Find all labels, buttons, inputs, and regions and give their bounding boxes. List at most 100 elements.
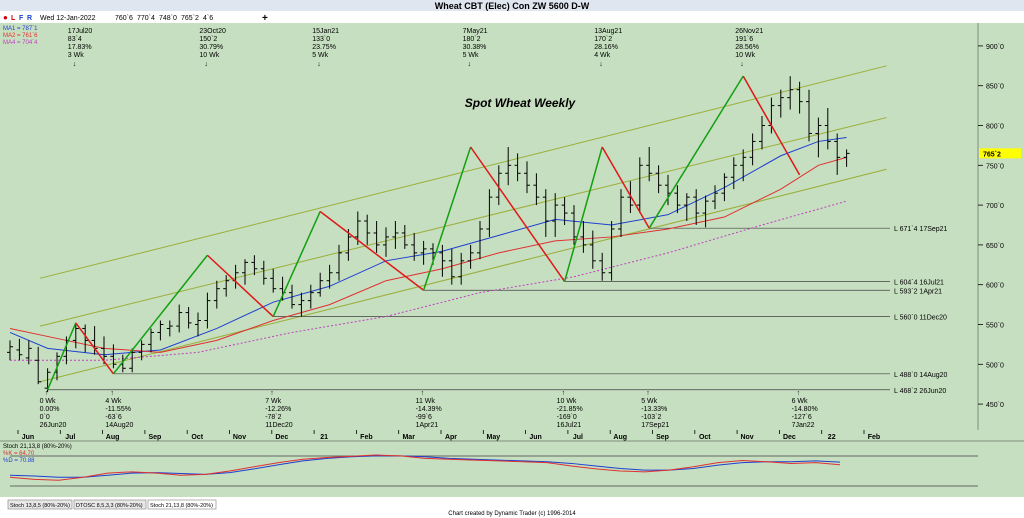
- ohlc-bar: [110, 344, 117, 369]
- ohlc-bar: [439, 244, 446, 277]
- x-tick-label: Sep: [148, 434, 161, 441]
- indicator-tab-label[interactable]: Stoch 13,8,5 (80%-20%): [10, 503, 70, 509]
- swing-high-label: 23Oct20: [199, 28, 226, 35]
- swing-high-label: 17.83%: [68, 44, 92, 51]
- plus-icon[interactable]: +: [262, 13, 268, 24]
- swing-low-label: 14Aug20: [105, 422, 133, 429]
- support-level-label: L 468`2 26Jun20: [894, 388, 946, 395]
- ohlc-bar: [533, 173, 540, 206]
- toolbar-button-f[interactable]: F: [19, 15, 24, 22]
- swing-high-label: 23.75%: [312, 44, 336, 51]
- swing-high-arrow: ↓: [599, 61, 603, 68]
- swing-high-label: 180`2: [463, 36, 481, 43]
- ohlc-bar: [420, 240, 427, 265]
- ohlc-bar: [467, 244, 474, 269]
- ohlc-bar: [270, 268, 277, 293]
- ohlc-bar: [749, 133, 756, 166]
- ohlc-bar: [702, 195, 709, 228]
- ohlc-bar: [636, 157, 643, 214]
- x-tick-label: Nov: [233, 434, 246, 441]
- swing-high-label: 17Jul20: [68, 28, 93, 35]
- toolbar-button-r[interactable]: R: [27, 15, 32, 22]
- swing-low-label: 0`0: [40, 414, 50, 421]
- swing-down-leg: [601, 146, 650, 229]
- indicator-tab[interactable]: [73, 499, 147, 510]
- ohlc-bar: [589, 230, 596, 269]
- y-tick-label: 900`0: [986, 44, 1004, 51]
- ohlc-bars: [7, 76, 850, 393]
- indicator-tabs: Stoch 13,8,5 (80%-20%) DTOSC 8,5,3,3 (80%…: [7, 499, 217, 510]
- swing-down-leg: [75, 322, 115, 375]
- swing-low-label: 4 Wk: [105, 398, 121, 405]
- ohlc-bar: [787, 76, 794, 110]
- ohlc-bar: [777, 89, 784, 118]
- swing-low-label: 11 Wk: [416, 398, 436, 405]
- close-dot-icon[interactable]: ●: [3, 13, 8, 22]
- channel-line: [39, 117, 887, 327]
- swing-high-label: 30.79%: [199, 44, 223, 51]
- ohlc-bar: [16, 338, 23, 361]
- channel-line: [39, 168, 887, 383]
- ohlc-bar: [552, 193, 559, 237]
- x-tick-label: Mar: [402, 434, 415, 441]
- ohlc-bar: [674, 185, 681, 214]
- swing-low-label: -63`6: [105, 414, 121, 421]
- indicator-tab-label[interactable]: Stoch 21,13,8 (80%-20%): [150, 503, 213, 509]
- swing-up-leg: [563, 146, 603, 282]
- swing-high-label: 10 Wk: [735, 52, 755, 59]
- swing-high-arrow: ↓: [740, 61, 744, 68]
- ohlc-bar: [242, 259, 248, 285]
- ohlc-bar: [561, 197, 568, 225]
- ma-line-ma4: [10, 200, 847, 361]
- x-tick-label: Oct: [699, 434, 711, 441]
- x-tick-label: 22: [828, 434, 836, 441]
- ohlc-bar: [458, 252, 465, 285]
- ohlc-bar: [524, 161, 530, 194]
- indicator-tab[interactable]: [147, 499, 217, 510]
- swing-low-label: 16Jul21: [557, 422, 582, 429]
- y-tick-label: 450`0: [986, 402, 1004, 409]
- toolbar-button-l[interactable]: L: [11, 15, 16, 22]
- swing-low-label: -12.26%: [265, 406, 291, 413]
- swing-high-label: 30.38%: [463, 44, 487, 51]
- ohlc-bar: [392, 221, 399, 249]
- ohlc-bar: [326, 264, 333, 289]
- ohlc-bar: [251, 255, 258, 276]
- ohlc-bar: [542, 189, 549, 237]
- swing-down-leg: [742, 75, 801, 176]
- ohlc-bar: [166, 320, 173, 337]
- ohlc-bar: [129, 348, 136, 373]
- swing-low-label: -14.80%: [792, 406, 818, 413]
- swing-low-arrow: ↑: [110, 390, 114, 397]
- swing-high-arrow: ↓: [468, 61, 472, 68]
- swing-high-label: 4 Wk: [594, 52, 610, 59]
- ohlc-bar: [759, 115, 765, 150]
- y-tick-label: 650`0: [986, 243, 1004, 250]
- ohlc-bar: [448, 248, 455, 285]
- ohlc-bar: [655, 165, 662, 194]
- indicator-tab-label[interactable]: DTOSC 8,5,3,3 (80%-20%): [76, 503, 143, 509]
- swing-high-arrow: ↓: [317, 61, 321, 68]
- ohlc-bar: [721, 173, 728, 202]
- x-tick-label: Dec: [275, 434, 288, 441]
- swing-low-label: 26Jun20: [40, 422, 67, 429]
- swing-down-leg: [319, 210, 425, 291]
- x-tick-label: Jun: [22, 434, 34, 441]
- ohlc-bar: [204, 292, 211, 329]
- swing-low-arrow: ↑: [562, 390, 566, 397]
- swing-low-arrow: ↑: [421, 390, 425, 397]
- swing-low-arrow: ↑: [646, 390, 650, 397]
- y-tick-label: 700`0: [986, 203, 1004, 210]
- swing-low-label: -99`6: [416, 414, 432, 421]
- swing-low-label: -127`6: [792, 414, 812, 421]
- indicator-tab[interactable]: [7, 499, 73, 510]
- footer-credit: Chart created by Dynamic Trader (c) 1996…: [448, 511, 576, 517]
- ohlc-bar: [185, 306, 192, 329]
- swing-high-label: 83`4: [68, 36, 82, 43]
- support-level-label: L 671`4 17Sep21: [894, 226, 948, 233]
- ohlc-bar: [580, 221, 587, 253]
- stoch-k-label: %K = 64.70: [3, 451, 35, 457]
- swing-high-label: 5 Wk: [312, 52, 328, 59]
- x-tick-label: Aug: [613, 434, 627, 441]
